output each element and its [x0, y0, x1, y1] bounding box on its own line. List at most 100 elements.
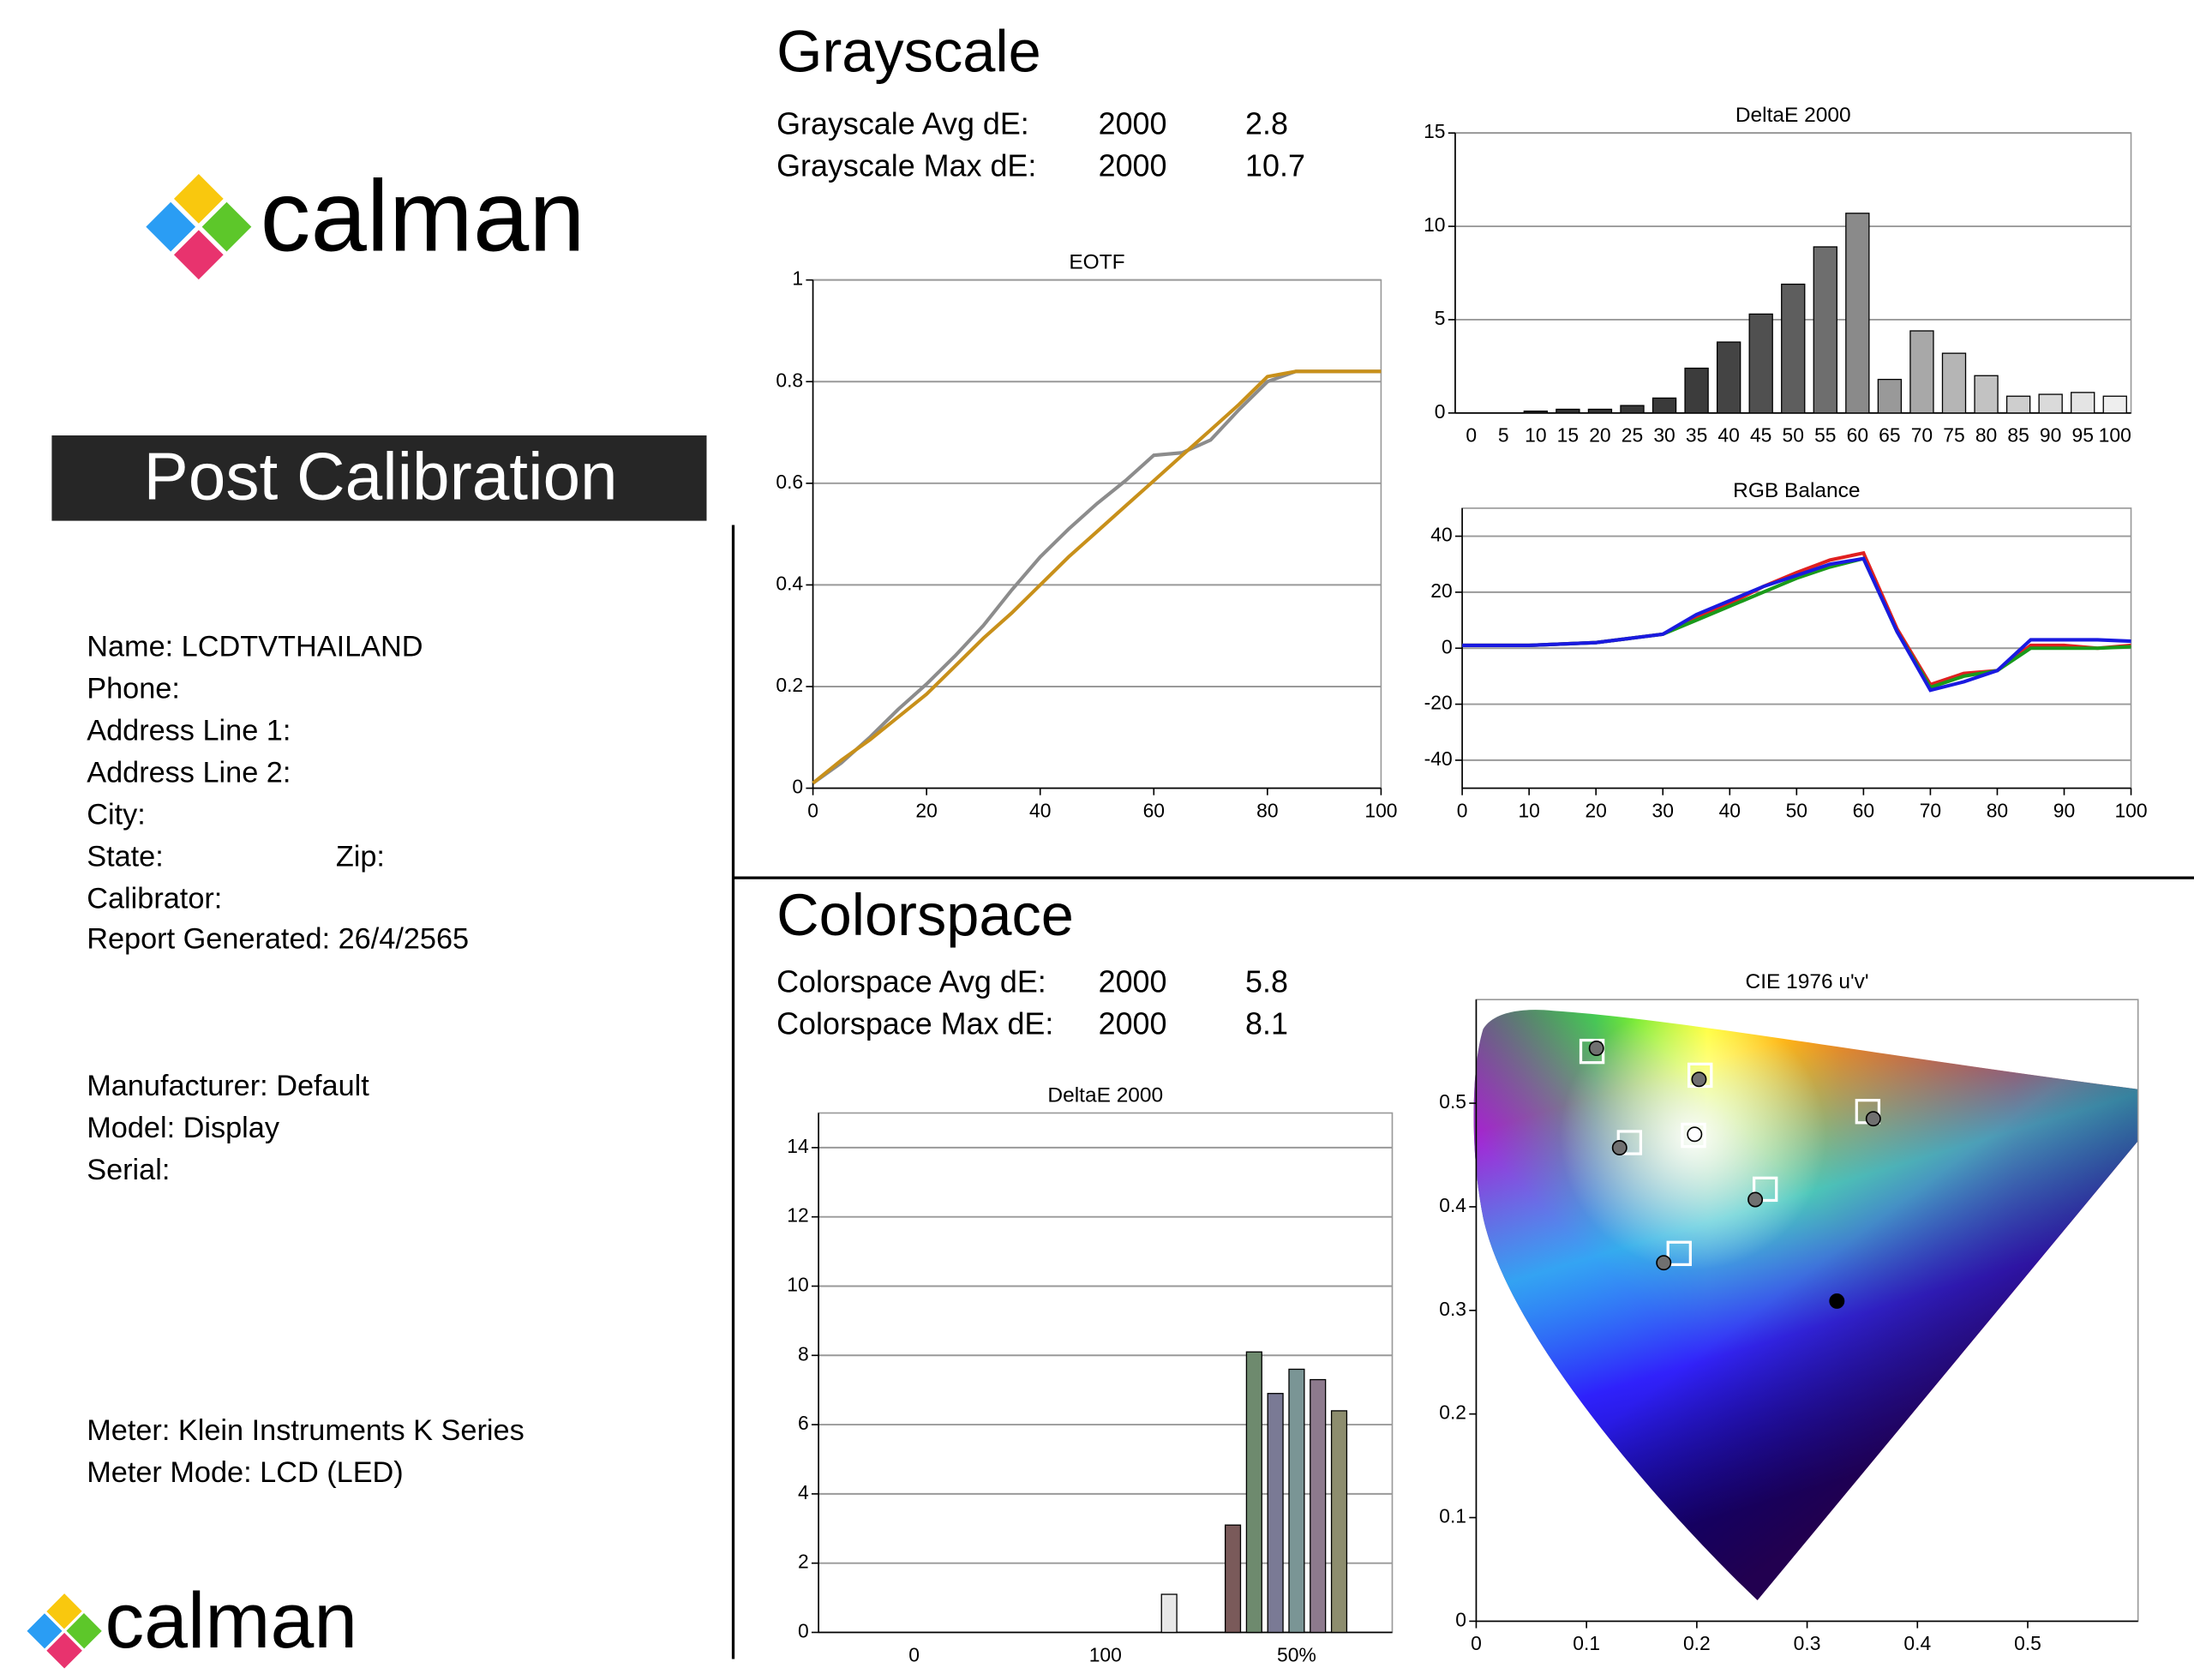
stat-text: Grayscale Avg dE: — [776, 105, 1029, 141]
bar — [1587, 408, 1613, 414]
chart-title: CIE 1976 u'v' — [1746, 970, 1869, 993]
bar — [1684, 367, 1709, 414]
stat-text: 2.8 — [1245, 105, 1288, 141]
x-tick-label: 30 — [1653, 424, 1675, 447]
y-tick-label: 0.4 — [1439, 1194, 1466, 1216]
series-line — [812, 369, 1382, 785]
measured-point — [1865, 1111, 1881, 1127]
x-tick-label: 0.5 — [2014, 1632, 2041, 1654]
x-tick-label: 25 — [1622, 424, 1643, 447]
y-tick-label: -40 — [1424, 747, 1453, 770]
stat-text: 2000 — [1099, 147, 1167, 183]
y-tick-label: 6 — [798, 1412, 809, 1434]
x-tick-label: 60 — [1853, 799, 1874, 821]
stat-text: 2000 — [1099, 964, 1167, 999]
plot-frame — [812, 279, 1382, 789]
stat-text: Grayscale Max dE: — [776, 147, 1036, 183]
measured-point — [1611, 1140, 1628, 1156]
bar — [1556, 408, 1580, 414]
x-tick-label: 75 — [1943, 424, 1964, 447]
x-tick-label: 100 — [1364, 799, 1397, 821]
bar — [1523, 411, 1549, 414]
x-tick-label: 20 — [1585, 799, 1606, 821]
info-line: Manufacturer: Default — [87, 1070, 369, 1102]
bar — [1267, 1393, 1284, 1634]
y-tick-label: 40 — [1430, 524, 1452, 546]
bar — [2102, 395, 2127, 414]
y-tick-label: 1 — [792, 267, 803, 290]
y-tick-label: 0 — [798, 1619, 809, 1641]
x-tick-label: 0 — [807, 799, 818, 821]
x-tick-label: 100 — [2099, 424, 2131, 447]
info-line: State: — [87, 840, 164, 873]
series-line — [1462, 556, 2131, 690]
y-tick-label: 14 — [787, 1135, 809, 1157]
measured-point — [1656, 1255, 1672, 1271]
x-tick-label: 0 — [1457, 799, 1468, 821]
x-tick-label: 50% — [1277, 1643, 1316, 1665]
bar — [2071, 392, 2095, 414]
stat-text: 2000 — [1099, 1006, 1167, 1041]
bar — [2038, 393, 2063, 414]
bar — [1160, 1593, 1178, 1634]
cie-gamut — [1473, 1010, 2138, 1600]
info-line: Serial: — [87, 1154, 170, 1186]
y-tick-label: 10 — [1424, 213, 1445, 236]
y-tick-label: 10 — [787, 1274, 808, 1296]
measured-point — [1691, 1071, 1707, 1088]
x-tick-label: 30 — [1652, 799, 1674, 821]
y-tick-label: 0 — [792, 776, 803, 798]
x-tick-label: 85 — [2007, 424, 2029, 447]
stat-text: Colorspace Avg dE: — [776, 964, 1046, 999]
logo-icon — [140, 168, 258, 286]
y-tick-label: 0.8 — [776, 369, 803, 391]
badge — [51, 435, 707, 521]
footer-logo-text: calman — [105, 1577, 357, 1665]
y-tick-label: 0.6 — [776, 471, 803, 493]
x-tick-label: 100 — [2114, 799, 2147, 821]
x-tick-label: 45 — [1750, 424, 1771, 447]
measured-point — [1588, 1041, 1604, 1056]
x-tick-label: 65 — [1879, 424, 1900, 447]
x-tick-label: 35 — [1686, 424, 1707, 447]
series-line — [812, 369, 1382, 785]
chart-title: RGB Balance — [1733, 479, 1860, 502]
bar — [1845, 213, 1870, 414]
bar — [1620, 405, 1645, 414]
x-tick-label: 40 — [1029, 799, 1051, 821]
y-tick-label: 0.2 — [776, 674, 803, 696]
stat-text: Colorspace Max dE: — [776, 1006, 1053, 1041]
bar — [1330, 1410, 1348, 1634]
x-tick-label: 15 — [1557, 424, 1579, 447]
bar — [1288, 1368, 1305, 1634]
bar — [2005, 395, 2031, 414]
section-title: Colorspace — [776, 882, 1074, 948]
x-tick-label: 50 — [1786, 799, 1807, 821]
x-tick-label: 70 — [1911, 424, 1933, 447]
x-tick-label: 95 — [2071, 424, 2093, 447]
x-tick-label: 20 — [1589, 424, 1610, 447]
y-tick-label: 8 — [798, 1342, 809, 1365]
section-title: Grayscale — [776, 18, 1041, 84]
x-tick-label: 10 — [1525, 424, 1546, 447]
x-tick-label: 80 — [1975, 424, 1997, 447]
stat-text: 5.8 — [1245, 964, 1288, 999]
x-tick-label: 90 — [2053, 799, 2075, 821]
y-tick-label: 0.4 — [776, 572, 803, 594]
info-line: Zip: — [336, 840, 385, 873]
x-tick-label: 0 — [908, 1643, 920, 1665]
x-tick-label: 0.4 — [1903, 1632, 1931, 1654]
y-tick-label: 0.2 — [1439, 1401, 1466, 1424]
x-tick-label: 0 — [1471, 1632, 1482, 1654]
measured-point — [1829, 1293, 1845, 1309]
measured-point — [1687, 1126, 1703, 1143]
bar — [1310, 1378, 1327, 1634]
y-tick-label: 0.5 — [1439, 1090, 1466, 1113]
chart-title: DeltaE 2000 — [1735, 104, 1851, 127]
y-tick-label: 2 — [798, 1551, 809, 1573]
x-tick-label: 70 — [1920, 799, 1941, 821]
info-line: Address Line 2: — [87, 756, 291, 789]
plot-frame — [818, 1112, 1394, 1634]
